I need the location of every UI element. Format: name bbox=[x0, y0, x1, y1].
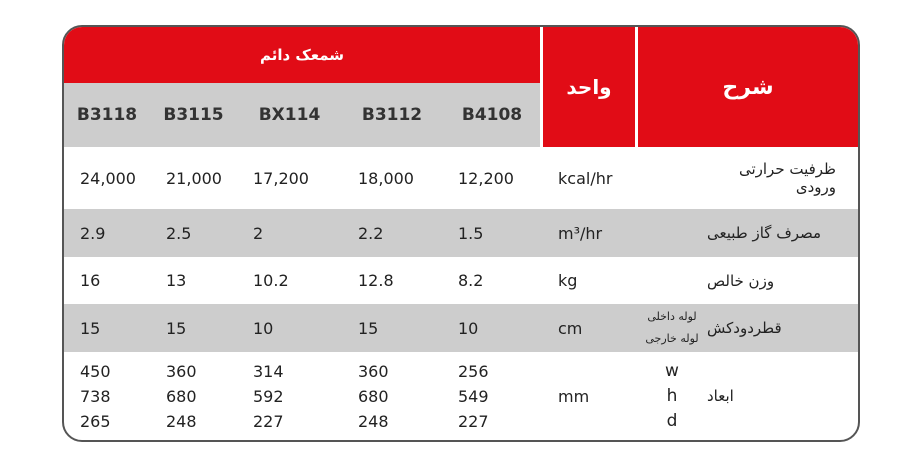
value-line: 265 bbox=[80, 411, 111, 431]
group-header: شمعک دائم bbox=[64, 27, 540, 83]
model-header-B3118: B3118 bbox=[76, 105, 138, 125]
row-band bbox=[64, 304, 858, 352]
model-header-B3112: B3112 bbox=[361, 105, 423, 125]
value-cell: 2.5 bbox=[166, 223, 192, 243]
value-line: 256 bbox=[458, 361, 489, 381]
value-line: 360 bbox=[358, 361, 389, 381]
desc-cell: مصرف گاز طبیعی bbox=[707, 224, 822, 242]
value-line: 360 bbox=[166, 361, 197, 381]
value-cell: 360 680 248 bbox=[342, 352, 442, 440]
value-cell: 360 680 248 bbox=[150, 352, 237, 440]
desc-cell: قطردودکش bbox=[707, 319, 782, 337]
value-cell: 450 738 265 bbox=[64, 352, 150, 440]
value-cell: 8.2 bbox=[458, 271, 484, 290]
unit-cell: m³/hr bbox=[558, 223, 603, 243]
model-header-B4108: B4108 bbox=[461, 105, 523, 125]
value-cell: 314 592 227 bbox=[237, 352, 342, 440]
value-cell: 21,000 bbox=[166, 168, 222, 188]
unit-cell: cm bbox=[558, 318, 583, 338]
desc-cell: ابعاد bbox=[707, 387, 734, 405]
value-cell: 12.8 bbox=[358, 271, 394, 290]
value-cell: 15 bbox=[358, 318, 379, 338]
value-line: 592 bbox=[253, 386, 284, 406]
value-cell: 15 bbox=[166, 318, 187, 338]
value-line: 738 bbox=[80, 386, 111, 406]
value-line: 314 bbox=[253, 361, 284, 381]
value-cell: 13 bbox=[166, 271, 187, 290]
value-cell: 2 bbox=[253, 223, 264, 243]
value-cell: 24,000 bbox=[80, 168, 136, 188]
sub-label-line: d bbox=[666, 410, 678, 431]
value-cell: 2.9 bbox=[80, 223, 106, 243]
value-cell: 16 bbox=[80, 271, 101, 290]
model-header-BX114: BX114 bbox=[258, 105, 321, 125]
sub-label-line: h bbox=[666, 385, 678, 406]
desc-cell: ظرفیت حرارتی ورودی bbox=[738, 160, 836, 196]
value-cell: 1.5 bbox=[458, 223, 484, 243]
model-row-bg bbox=[64, 83, 540, 147]
value-line: 227 bbox=[253, 411, 284, 431]
unit-cell: kcal/hr bbox=[558, 168, 613, 188]
unit-cell: mm bbox=[558, 386, 590, 406]
sub-label-line: لوله داخلی bbox=[647, 310, 697, 323]
value-line: 680 bbox=[166, 386, 197, 406]
sub-label-line: لوله خارجی bbox=[645, 332, 699, 345]
desc-header: شرح bbox=[638, 27, 858, 147]
value-cell: 256 549 227 bbox=[442, 352, 542, 440]
value-cell: 12,200 bbox=[458, 168, 514, 188]
unit-header: واحد bbox=[543, 27, 635, 147]
unit-cell: kg bbox=[558, 271, 578, 290]
sub-label: لوله داخلی لوله خارجی bbox=[637, 304, 707, 352]
value-line: 680 bbox=[358, 386, 389, 406]
value-cell: 17,200 bbox=[253, 168, 309, 188]
value-cell: 10 bbox=[458, 318, 479, 338]
model-header-B3115: B3115 bbox=[163, 105, 224, 125]
spec-table: شمعک دائم واحد شرح B3118 B3115 BX114 B3112 B410… bbox=[62, 25, 860, 442]
value-cell: 10.2 bbox=[253, 271, 289, 290]
row-band bbox=[64, 209, 858, 257]
value-line: 450 bbox=[80, 361, 111, 381]
value-cell: 15 bbox=[80, 318, 101, 338]
value-cell: 2.2 bbox=[358, 223, 384, 243]
desc-cell: وزن خالص bbox=[707, 271, 775, 290]
value-line: 248 bbox=[166, 411, 197, 431]
sub-label-line: w bbox=[665, 360, 679, 381]
value-cell: 10 bbox=[253, 318, 274, 338]
value-line: 549 bbox=[458, 386, 489, 406]
value-line: 227 bbox=[458, 411, 489, 431]
value-cell: 18,000 bbox=[358, 168, 414, 188]
value-line: 248 bbox=[358, 411, 389, 431]
